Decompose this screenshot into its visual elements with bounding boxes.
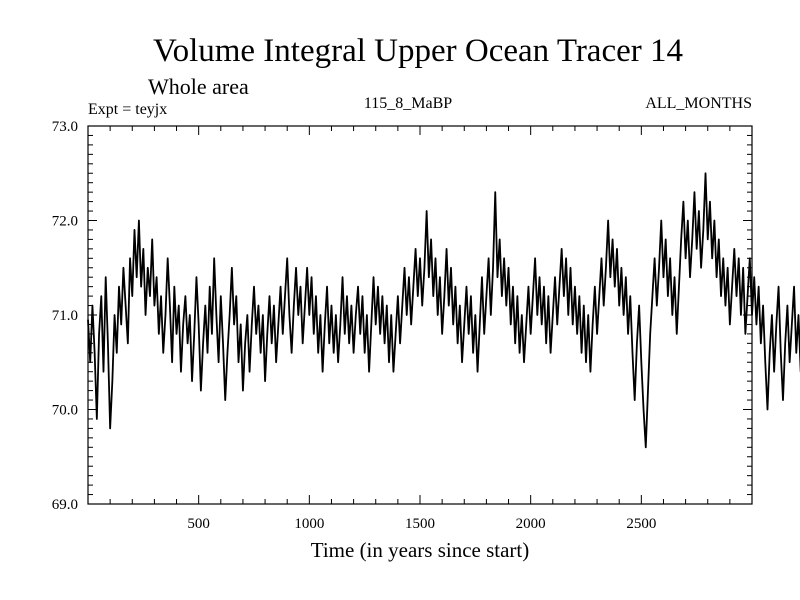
chart-subtitle: Whole area <box>148 74 249 99</box>
x-tick-label: 2500 <box>626 516 656 532</box>
series-line <box>87 172 800 449</box>
months-label: ALL_MONTHS <box>645 95 752 112</box>
plot-frame <box>87 125 753 505</box>
y-tick-label: 71.0 <box>52 308 78 324</box>
y-tick-label: 73.0 <box>52 119 78 135</box>
y-tick-label: 72.0 <box>52 214 78 230</box>
x-tick-label: 500 <box>187 516 210 532</box>
x-tick-label: 2000 <box>516 516 546 532</box>
series-layer <box>87 172 800 449</box>
x-tick-label: 1000 <box>294 516 324 532</box>
chart-title: Volume Integral Upper Ocean Tracer 14 <box>153 33 683 69</box>
y-tick-label: 69.0 <box>52 497 78 513</box>
y-tick-label: 70.0 <box>52 403 78 419</box>
x-axis-label: Time (in years since start) <box>311 538 530 562</box>
experiment-label: Expt = teyjx <box>88 101 167 118</box>
run-label: 115_8_MaBP <box>364 95 452 112</box>
x-axis: 500 1000 1500 2000 2500 <box>109 126 731 532</box>
y-axis: 69.0 70.0 71.0 72.0 73.0 <box>52 119 752 513</box>
x-tick-label: 1500 <box>405 516 435 532</box>
